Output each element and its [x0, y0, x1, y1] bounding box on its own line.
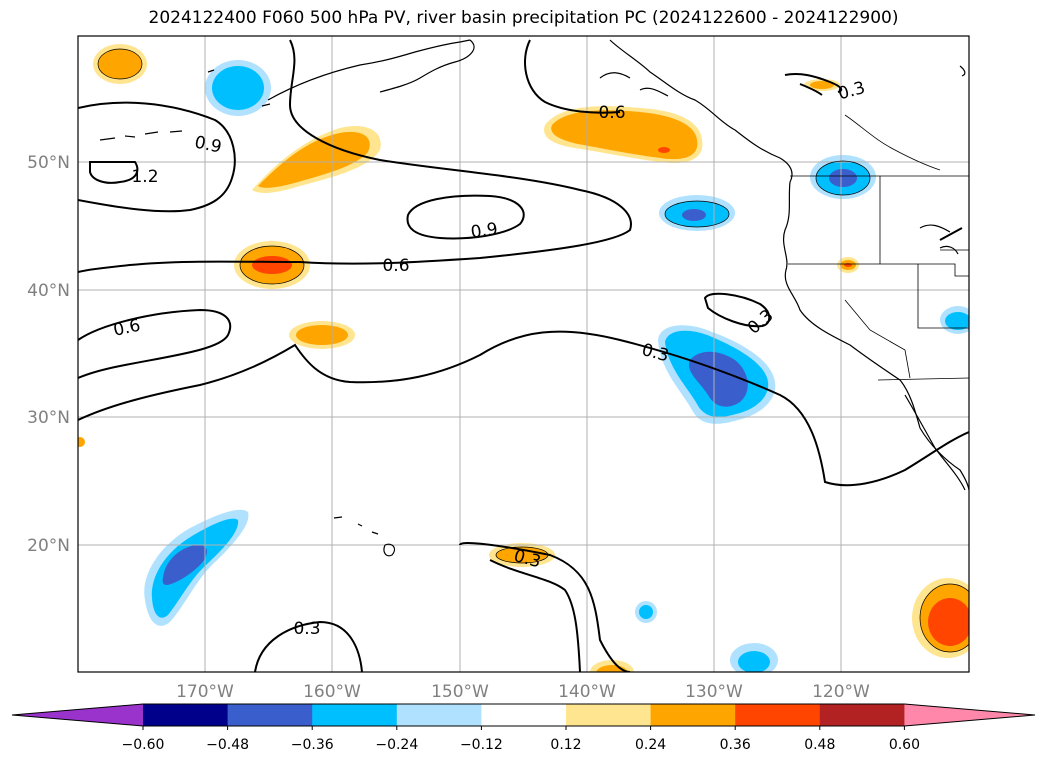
colorbar-swatch [143, 704, 229, 726]
lon-label-150w: 150°W [431, 682, 489, 702]
colorbar-tick-label: −0.60 [122, 737, 165, 753]
colorbar-swatch [650, 704, 736, 726]
colorbar-extend-high [904, 704, 1035, 726]
positive-anomaly-california [837, 257, 859, 273]
positive-anomaly-bc-coast [544, 106, 703, 164]
colorbar-extend-low [12, 704, 143, 726]
contour-label: 0.3 [293, 619, 320, 639]
contour-label: 0.9 [470, 219, 500, 243]
colorbar-swatch [227, 704, 313, 726]
colorbar-swatch [481, 704, 567, 726]
colorbar-tick-label: −0.48 [206, 737, 249, 753]
positive-anomaly-nw-small [93, 44, 147, 84]
coastlines [99, 39, 969, 557]
lat-label-20n: 20°N [27, 536, 70, 556]
positive-anomaly-nw-canada [804, 79, 840, 91]
contour-label: 0.6 [382, 256, 409, 276]
colorbar-tick-label: 0.48 [804, 737, 835, 753]
map-title: 2024122400 F060 500 hPa PV, river basin … [148, 8, 899, 28]
edge-anomaly-west [78, 437, 85, 447]
negative-anomaly-washington [810, 155, 876, 199]
lon-label-130w: 130°W [685, 682, 743, 702]
political-borders [788, 36, 969, 381]
contour-label: 1.2 [131, 167, 158, 187]
lat-label-30n: 30°N [27, 408, 70, 428]
negative-anomaly-33n-132w [658, 325, 776, 424]
longitude-labels: 170°W 160°W 150°W 140°W 130°W 120°W [176, 682, 870, 702]
latitude-labels: 50°N 40°N 30°N 20°N [27, 153, 70, 556]
pv-contours [78, 39, 969, 672]
precip-shading [78, 44, 969, 672]
colorbar-tick-label: −0.36 [291, 737, 334, 753]
colorbar-tick-label: 0.24 [635, 737, 666, 753]
lon-label-140w: 140°W [558, 682, 616, 702]
colorbar-tick-label: 0.60 [889, 737, 920, 753]
colorbar: −0.60 −0.48 −0.36 −0.24 −0.12 0.12 0.24 0.36 0.4… [11, 703, 1036, 753]
negative-anomaly-16n-135w [635, 601, 657, 623]
colorbar-swatch [819, 704, 905, 726]
lon-label-120w: 120°W [812, 682, 870, 702]
colorbar-swatch [566, 704, 652, 726]
colorbar-tick-label: −0.24 [375, 737, 418, 753]
colorbar-swatch [735, 704, 821, 726]
gridlines [78, 36, 969, 672]
negative-anomaly-hawaii-west [144, 509, 249, 626]
map-plot-area: 0.9 1.2 0.9 0.6 0.6 0.6 0.3 0.3 0.3 0.3 … [77, 35, 970, 673]
negative-anomaly-aleutian [205, 60, 271, 116]
colorbar-swatch [396, 704, 482, 726]
colorbar-tick-label: 0.36 [720, 737, 751, 753]
positive-anomaly-40n-170w [234, 241, 310, 289]
lat-label-50n: 50°N [27, 153, 70, 173]
lon-label-170w: 170°W [176, 682, 234, 702]
lon-label-160w: 160°W [303, 682, 361, 702]
contour-label: 0.6 [598, 103, 625, 123]
lat-label-40n: 40°N [27, 281, 70, 301]
positive-anomaly-36n-160w [289, 321, 355, 349]
colorbar-swatch [312, 704, 398, 726]
colorbar-tick-label: 0.12 [550, 737, 581, 753]
colorbar-tick-label: −0.12 [460, 737, 503, 753]
precip-contour-outlines [97, 48, 969, 653]
negative-anomaly-nevada [940, 306, 969, 334]
negative-anomaly-10n-128w [730, 643, 778, 672]
positive-anomaly-mexico-coast [912, 578, 969, 658]
positive-anomaly-gulf-band [252, 126, 381, 193]
negative-anomaly-oregon [659, 195, 735, 231]
